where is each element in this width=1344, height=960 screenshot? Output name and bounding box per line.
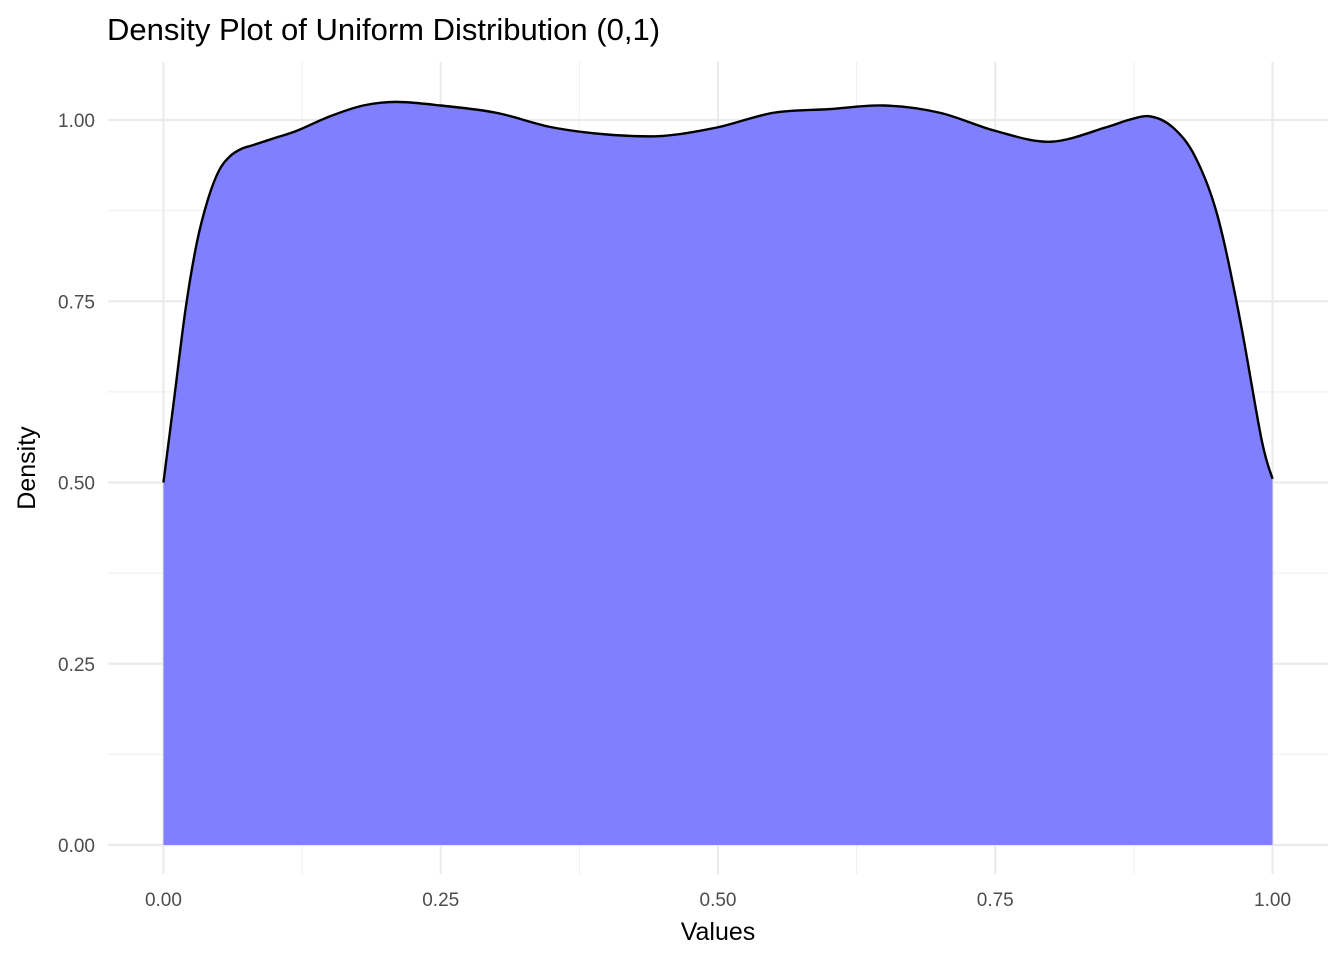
x-tick-label: 1.00	[1254, 890, 1291, 911]
density-curve-line	[162, 100, 1274, 483]
x-axis-ticks: 0.00 0.25 0.50 0.75 1.00	[145, 890, 1291, 911]
x-axis-title: Values	[681, 918, 756, 946]
y-tick-label: 0.75	[58, 292, 95, 313]
y-tick-label: 0.25	[58, 655, 95, 676]
x-tick-label: 0.00	[145, 890, 182, 911]
chart-title: Density Plot of Uniform Distribution (0,…	[107, 12, 660, 47]
y-tick-label: 0.50	[58, 474, 95, 495]
density-area-fill	[163, 101, 1273, 845]
y-tick-label: 1.00	[58, 111, 95, 132]
x-tick-label: 0.50	[700, 890, 737, 911]
x-tick-label: 0.75	[977, 890, 1014, 911]
y-axis-title: Density	[13, 426, 41, 510]
density-area-group	[162, 100, 1274, 845]
x-tick-label: 0.25	[422, 890, 459, 911]
y-tick-label: 0.00	[58, 836, 95, 857]
y-axis-ticks: 0.00 0.25 0.50 0.75 1.00	[58, 111, 95, 857]
